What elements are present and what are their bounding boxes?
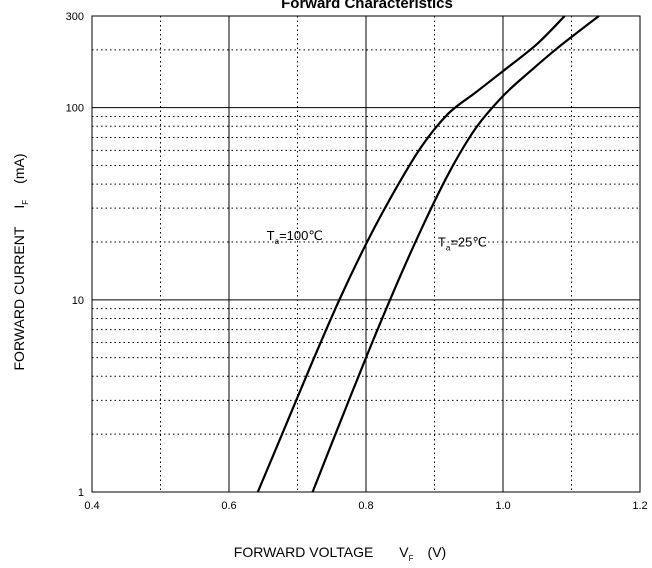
y-axis-unit: (mA): [11, 154, 27, 184]
y-tick-label: 1: [78, 487, 84, 499]
x-axis-title: FORWARD VOLTAGE VF (V): [234, 544, 446, 563]
x-tick-label: 0.6: [221, 500, 236, 512]
y-axis-title: FORWARD CURRENTIF(mA): [11, 154, 30, 371]
series-label-ta-25: Ta=25℃: [438, 234, 487, 252]
chart-title: Forward Characteristics: [281, 0, 453, 12]
y-axis-label: FORWARD CURRENT: [11, 226, 27, 370]
x-tick-label: 1.2: [632, 500, 647, 512]
series-line-ta-25: [313, 16, 599, 492]
x-tick-label: 1.0: [495, 500, 510, 512]
series-label-ta-100: Ta=100℃: [267, 228, 323, 246]
x-tick-label: 0.8: [358, 500, 373, 512]
x-axis-label: FORWARD VOLTAGE: [234, 544, 374, 560]
grid: [92, 16, 640, 492]
y-tick-label: 100: [66, 103, 84, 115]
series-layer: Ta=100℃ Ta=25℃: [258, 16, 599, 492]
x-tick-label: 0.4: [84, 500, 99, 512]
y-tick-label: 300: [66, 11, 84, 23]
x-axis-unit: (V): [428, 544, 447, 560]
series-line-ta-100: [258, 16, 565, 492]
x-axis-subscript: F: [409, 554, 414, 563]
y-axis-subscript: F: [21, 200, 30, 205]
y-tick-label: 10: [72, 295, 84, 307]
